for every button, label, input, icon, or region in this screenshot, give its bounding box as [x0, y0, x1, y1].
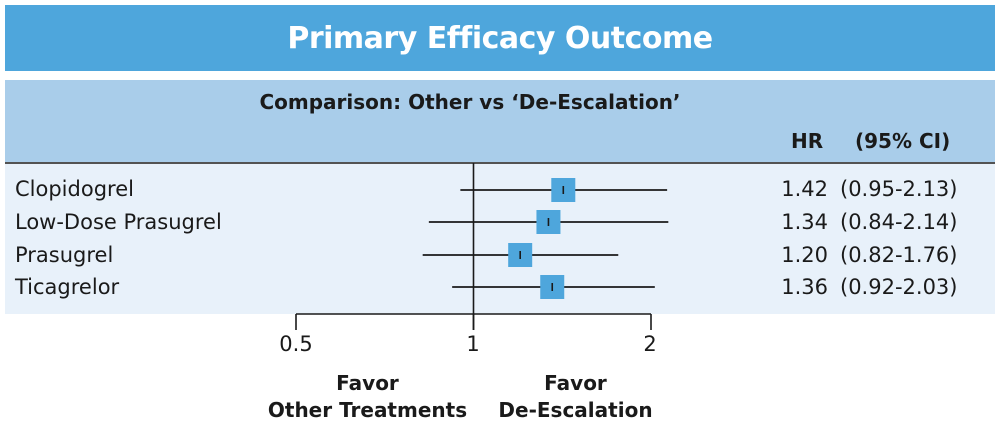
comparison-subtitle: Comparison: Other vs ‘De-Escalation’: [259, 90, 681, 114]
ci-value: (0.82-1.76): [840, 243, 958, 267]
title-bar: Primary Efficacy Outcome: [5, 5, 995, 71]
tick-label: 2: [643, 332, 657, 356]
favor-other-line2: Other Treatments: [267, 398, 468, 422]
tick-label: 1: [466, 332, 480, 356]
ci-value: (0.84-2.14): [840, 210, 958, 234]
rows-panel: [5, 164, 995, 314]
favor-deescalation-label: Favor De-Escalation: [488, 370, 663, 424]
row-label: Ticagrelor: [15, 275, 120, 299]
ci-column-header: (95% CI): [855, 129, 951, 153]
tick-label: 0.5: [279, 332, 313, 356]
ci-value: (0.92-2.03): [840, 275, 958, 299]
hr-value: 1.36: [781, 275, 828, 299]
hr-value: 1.34: [781, 210, 828, 234]
row-label: Low-Dose Prasugrel: [15, 210, 222, 234]
chart-title: Primary Efficacy Outcome: [287, 20, 713, 56]
favor-deescalation-line1: Favor: [544, 371, 607, 395]
header-panel: Comparison: Other vs ‘De-Escalation’ HR …: [5, 80, 995, 162]
ci-value: (0.95-2.13): [840, 177, 958, 201]
hr-column-header: HR: [791, 129, 824, 153]
favor-deescalation-line2: De-Escalation: [498, 398, 653, 422]
favor-other-label: Favor Other Treatments: [255, 370, 480, 424]
hr-value: 1.42: [781, 177, 828, 201]
row-label: Prasugrel: [15, 243, 114, 267]
row-label: Clopidogrel: [15, 177, 134, 201]
hr-value: 1.20: [781, 243, 828, 267]
favor-other-line1: Favor: [336, 371, 399, 395]
